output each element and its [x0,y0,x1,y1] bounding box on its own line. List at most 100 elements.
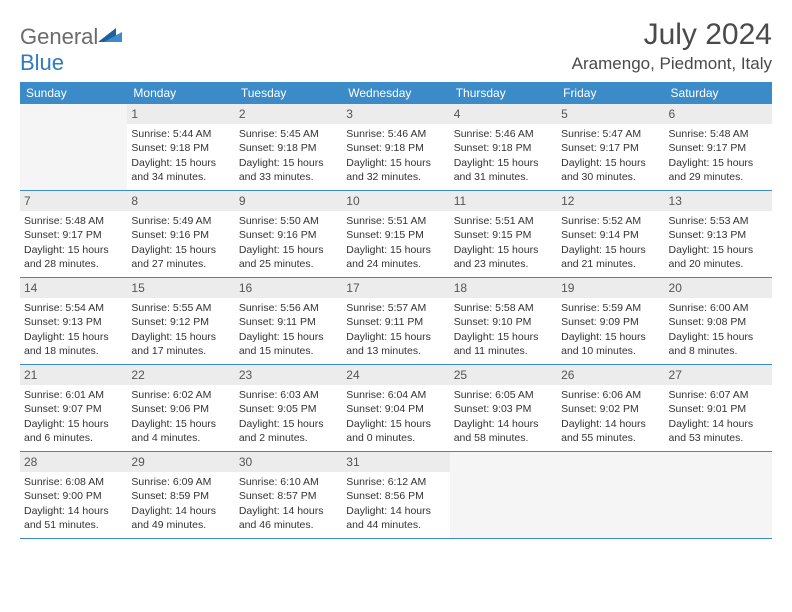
day-cell: 25Sunrise: 6:05 AMSunset: 9:03 PMDayligh… [450,365,557,451]
day-d1: Daylight: 15 hours [669,243,768,257]
day-cell: 7Sunrise: 5:48 AMSunset: 9:17 PMDaylight… [20,191,127,277]
day-sunset: Sunset: 9:17 PM [669,141,768,155]
day-d1: Daylight: 15 hours [454,330,553,344]
day-sunrise: Sunrise: 5:59 AM [561,301,660,315]
day-sunrise: Sunrise: 6:00 AM [669,301,768,315]
day-sunset: Sunset: 9:05 PM [239,402,338,416]
day-number: 29 [127,452,234,472]
day-d1: Daylight: 15 hours [454,156,553,170]
week-row: 14Sunrise: 5:54 AMSunset: 9:13 PMDayligh… [20,278,772,365]
day-d1: Daylight: 15 hours [239,156,338,170]
day-d2: and 46 minutes. [239,518,338,532]
week-row: 21Sunrise: 6:01 AMSunset: 9:07 PMDayligh… [20,365,772,452]
day-cell: 15Sunrise: 5:55 AMSunset: 9:12 PMDayligh… [127,278,234,364]
day-d1: Daylight: 15 hours [669,156,768,170]
day-d2: and 6 minutes. [24,431,123,445]
day-number: 26 [557,365,664,385]
weekday-header: Monday [127,82,234,104]
day-d1: Daylight: 15 hours [346,156,445,170]
day-d2: and 25 minutes. [239,257,338,271]
day-sunrise: Sunrise: 5:47 AM [561,127,660,141]
day-cell: 16Sunrise: 5:56 AMSunset: 9:11 PMDayligh… [235,278,342,364]
day-sunrise: Sunrise: 5:51 AM [346,214,445,228]
brand-name-blue: Blue [20,50,64,75]
day-d2: and 0 minutes. [346,431,445,445]
day-d2: and 13 minutes. [346,344,445,358]
day-d2: and 17 minutes. [131,344,230,358]
day-d2: and 33 minutes. [239,170,338,184]
day-d2: and 49 minutes. [131,518,230,532]
day-d2: and 8 minutes. [669,344,768,358]
day-sunrise: Sunrise: 5:48 AM [669,127,768,141]
day-cell: 26Sunrise: 6:06 AMSunset: 9:02 PMDayligh… [557,365,664,451]
brand-name: GeneralBlue [20,24,122,76]
day-cell: 19Sunrise: 5:59 AMSunset: 9:09 PMDayligh… [557,278,664,364]
day-d1: Daylight: 14 hours [239,504,338,518]
day-d2: and 55 minutes. [561,431,660,445]
day-d1: Daylight: 14 hours [346,504,445,518]
day-d1: Daylight: 14 hours [669,417,768,431]
day-cell: 1Sunrise: 5:44 AMSunset: 9:18 PMDaylight… [127,104,234,190]
day-number: 10 [342,191,449,211]
day-sunset: Sunset: 9:16 PM [239,228,338,242]
day-d2: and 15 minutes. [239,344,338,358]
day-cell: 11Sunrise: 5:51 AMSunset: 9:15 PMDayligh… [450,191,557,277]
day-d1: Daylight: 14 hours [24,504,123,518]
day-sunset: Sunset: 9:04 PM [346,402,445,416]
day-number: 24 [342,365,449,385]
day-number: 5 [557,104,664,124]
day-number: 27 [665,365,772,385]
day-number: 4 [450,104,557,124]
day-cell [665,452,772,538]
day-sunset: Sunset: 9:08 PM [669,315,768,329]
day-d2: and 20 minutes. [669,257,768,271]
day-d2: and 58 minutes. [454,431,553,445]
day-number: 11 [450,191,557,211]
day-cell: 17Sunrise: 5:57 AMSunset: 9:11 PMDayligh… [342,278,449,364]
day-d2: and 29 minutes. [669,170,768,184]
day-d1: Daylight: 15 hours [561,156,660,170]
day-d1: Daylight: 15 hours [346,243,445,257]
day-cell: 31Sunrise: 6:12 AMSunset: 8:56 PMDayligh… [342,452,449,538]
day-cell: 5Sunrise: 5:47 AMSunset: 9:17 PMDaylight… [557,104,664,190]
weekday-header: Thursday [450,82,557,104]
day-d2: and 24 minutes. [346,257,445,271]
weekday-header: Saturday [665,82,772,104]
day-cell: 13Sunrise: 5:53 AMSunset: 9:13 PMDayligh… [665,191,772,277]
day-d2: and 44 minutes. [346,518,445,532]
day-cell: 24Sunrise: 6:04 AMSunset: 9:04 PMDayligh… [342,365,449,451]
brand-logo: GeneralBlue [20,18,122,76]
day-sunrise: Sunrise: 6:01 AM [24,388,123,402]
day-sunset: Sunset: 9:00 PM [24,489,123,503]
day-number: 18 [450,278,557,298]
day-number: 22 [127,365,234,385]
day-number: 14 [20,278,127,298]
day-d1: Daylight: 15 hours [454,243,553,257]
day-cell: 20Sunrise: 6:00 AMSunset: 9:08 PMDayligh… [665,278,772,364]
day-d1: Daylight: 15 hours [131,417,230,431]
day-sunrise: Sunrise: 5:44 AM [131,127,230,141]
day-sunset: Sunset: 9:18 PM [346,141,445,155]
day-sunrise: Sunrise: 5:53 AM [669,214,768,228]
day-sunset: Sunset: 9:13 PM [24,315,123,329]
calendar: SundayMondayTuesdayWednesdayThursdayFrid… [20,82,772,539]
day-d2: and 18 minutes. [24,344,123,358]
weekday-header-row: SundayMondayTuesdayWednesdayThursdayFrid… [20,82,772,104]
brand-name-gray: General [20,24,98,49]
day-d2: and 11 minutes. [454,344,553,358]
day-d1: Daylight: 14 hours [454,417,553,431]
day-sunrise: Sunrise: 5:49 AM [131,214,230,228]
day-sunrise: Sunrise: 6:12 AM [346,475,445,489]
day-cell [20,104,127,190]
day-d2: and 34 minutes. [131,170,230,184]
day-sunset: Sunset: 9:12 PM [131,315,230,329]
day-number: 20 [665,278,772,298]
header: GeneralBlue July 2024 Aramengo, Piedmont… [20,18,772,76]
day-sunset: Sunset: 9:06 PM [131,402,230,416]
day-number: 3 [342,104,449,124]
day-sunset: Sunset: 9:11 PM [239,315,338,329]
day-sunset: Sunset: 8:59 PM [131,489,230,503]
weekday-header: Wednesday [342,82,449,104]
day-number: 25 [450,365,557,385]
day-d2: and 53 minutes. [669,431,768,445]
